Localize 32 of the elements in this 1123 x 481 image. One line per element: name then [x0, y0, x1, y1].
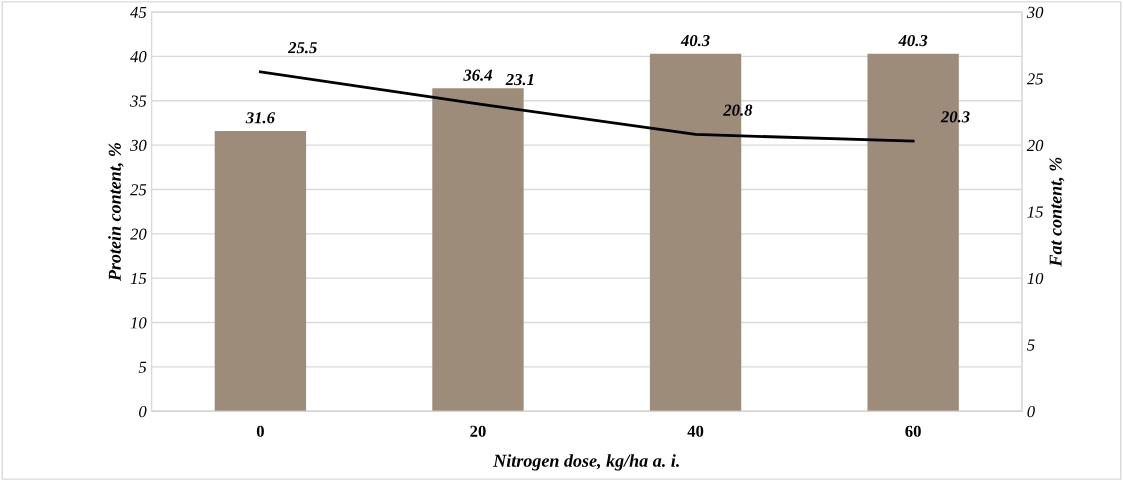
y2-tick-label: 30 — [1026, 6, 1044, 18]
y-axis-title: Protein content, % — [108, 143, 124, 282]
y2-tick-label: 0 — [1027, 405, 1035, 418]
y2-tick-label: 20 — [1026, 139, 1044, 152]
y-tick-label: 15 — [130, 272, 147, 285]
y2-tick-label: 10 — [1027, 272, 1044, 285]
y-tick-label: 0 — [139, 405, 147, 418]
data-label: 23.1 — [505, 73, 534, 86]
y2-tick-label: 15 — [1027, 206, 1043, 218]
y2-tick-label: 25 — [1026, 73, 1043, 85]
data-label: 40.3 — [898, 34, 928, 47]
x-tick-label: 60 — [905, 425, 921, 437]
y-tick-label: 25 — [130, 184, 147, 196]
y2-tick-label: 5 — [1027, 339, 1035, 351]
data-label: 36.4 — [463, 69, 493, 81]
x-tick-label: 0 — [256, 425, 264, 437]
y-tick-label: 35 — [130, 95, 147, 107]
data-label: 25.5 — [287, 42, 317, 54]
bar — [214, 130, 307, 412]
y-tick-label: 10 — [130, 317, 147, 329]
y-tick-label: 45 — [130, 6, 147, 18]
bar — [432, 88, 524, 412]
x-axis-title: Nitrogen dose, kg/ha a. i. — [493, 454, 679, 471]
y-tick-label: 20 — [130, 228, 147, 240]
y-tick-label: 40 — [130, 51, 147, 63]
data-label: 40.3 — [680, 34, 710, 47]
y-tick-label: 5 — [138, 361, 147, 373]
y-tick-label: 30 — [130, 139, 147, 152]
x-tick-label: 20 — [470, 425, 486, 437]
data-label: 31.6 — [245, 112, 275, 124]
x-tick-label: 40 — [687, 425, 704, 437]
y2-axis-title: Fat content, % — [1049, 157, 1065, 267]
